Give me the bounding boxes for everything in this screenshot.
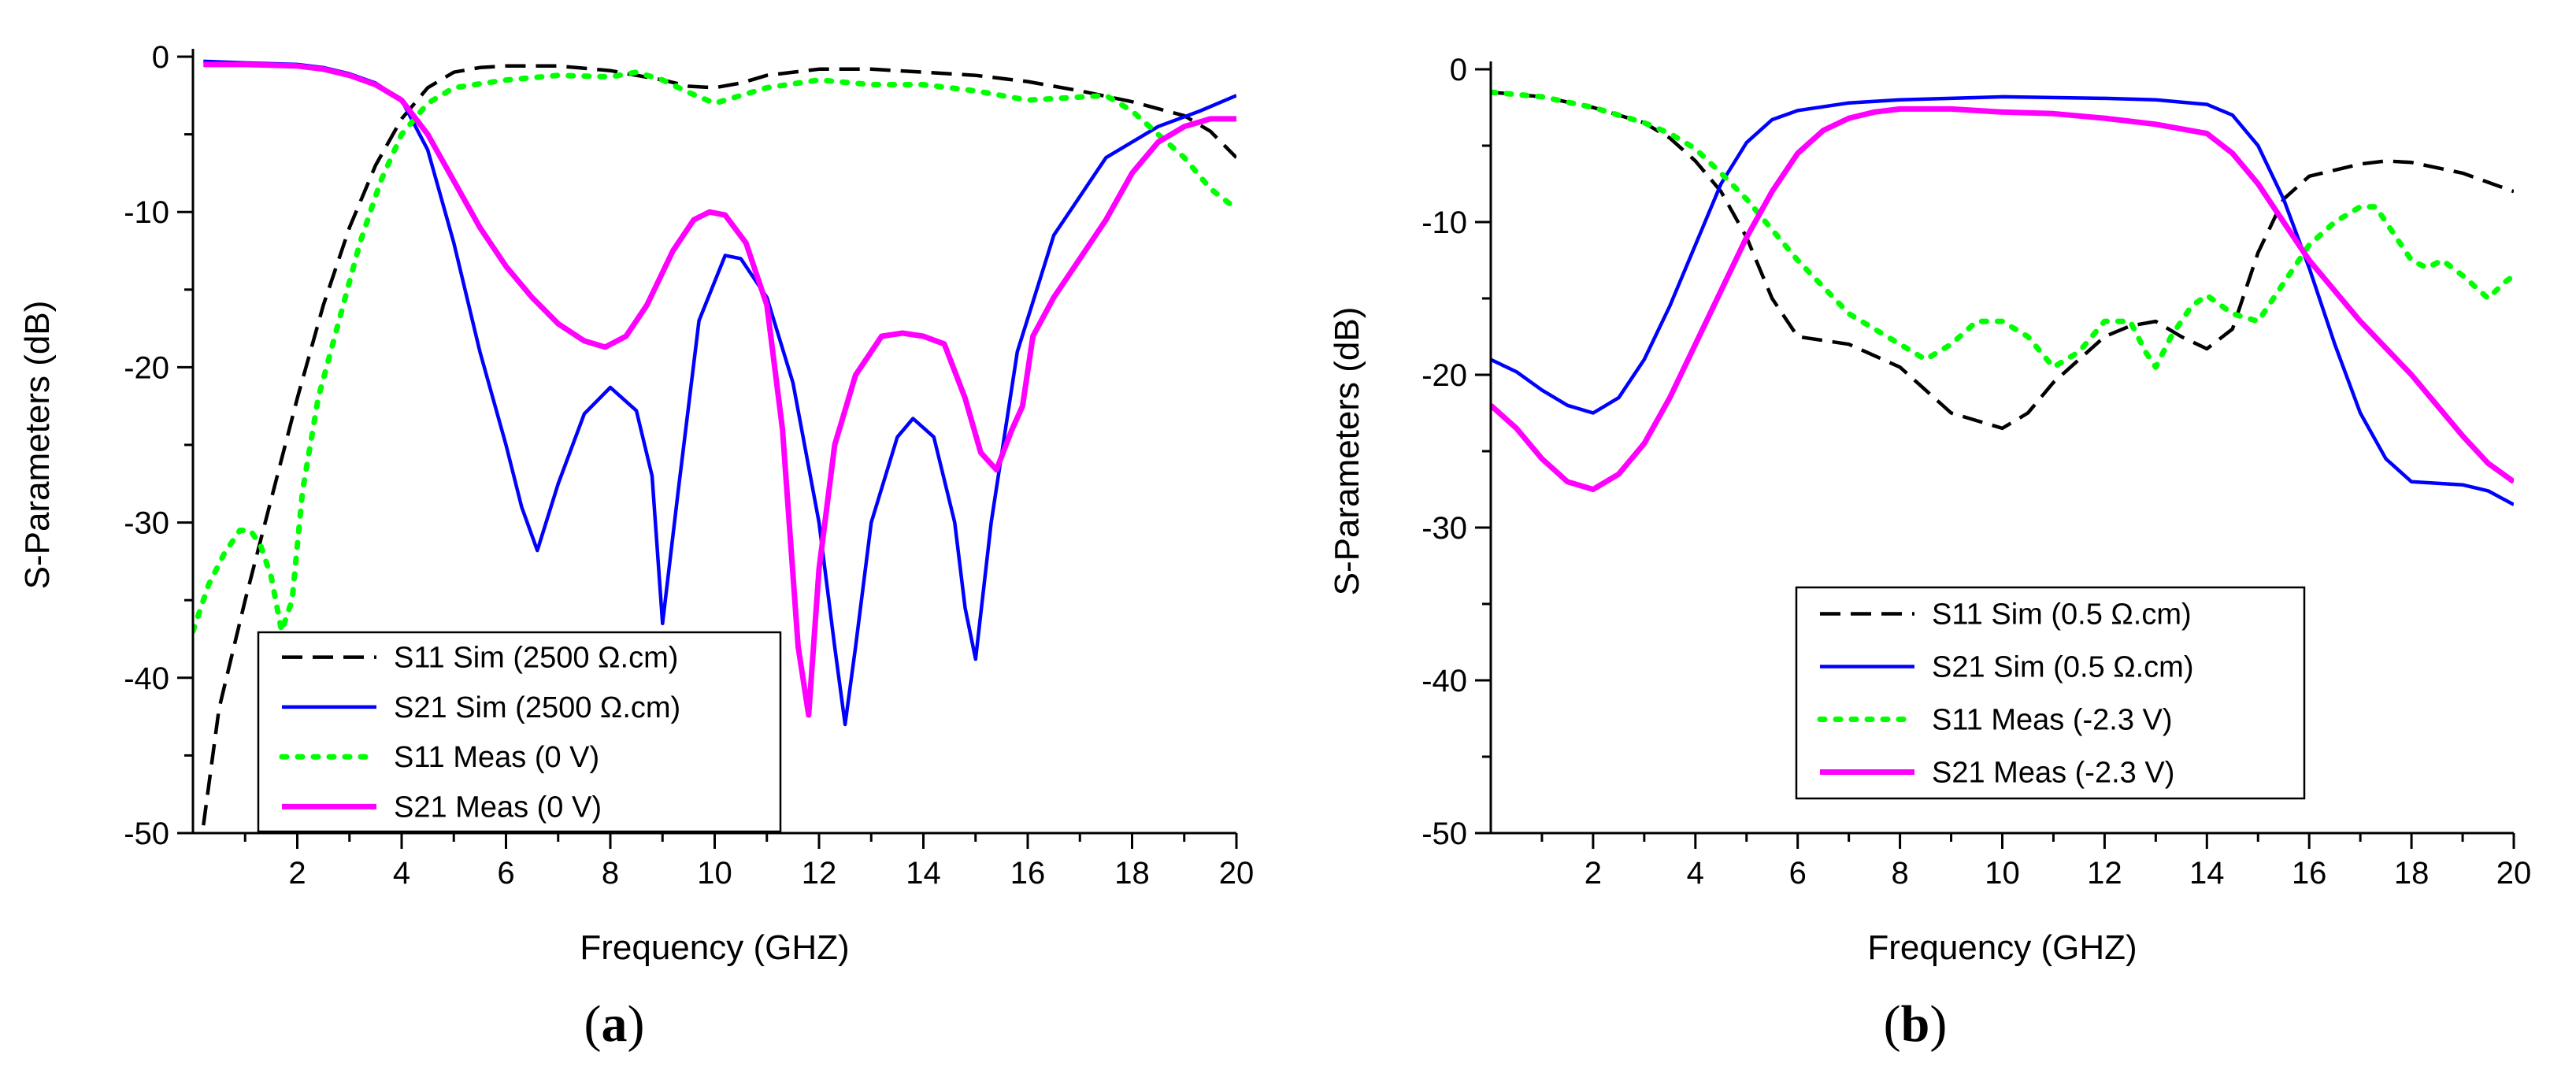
x-tick-label: 12 [802,856,837,891]
y-axis-title: S-Parameters (dB) [18,301,57,590]
y-tick-label: 0 [1450,53,1467,87]
y-tick-label: -10 [124,195,169,230]
series-line-0 [1491,90,2514,431]
y-tick-label: -20 [1421,358,1467,393]
series-line-3 [1491,106,2514,492]
x-axis-title: Frequency (GHZ) [580,928,849,967]
y-axis-title: S-Parameters (dB) [1328,307,1366,596]
legend-label-1: S21 Sim (0.5 Ω.cm) [1932,651,2193,684]
x-tick-label: 4 [393,856,410,891]
y-tick-label: -20 [124,350,169,385]
x-tick-label: 18 [2394,856,2430,891]
chart-panel-b: 0 -10 -20 -30 -40 -50 2 4 6 8 10 12 14 16 18 20 Frequenc… [1328,53,2531,1053]
x-tick-label: 2 [288,856,306,891]
legend-label-2: S11 Meas (-2.3 V) [1932,704,2173,737]
series-line-3 [203,61,1236,718]
x-tick-label: 20 [1219,856,1255,891]
x-axis-title: Frequency (GHZ) [1867,928,2137,967]
x-tick-label: 20 [2496,856,2532,891]
legend-label-3: S21 Meas (0 V) [394,791,602,824]
x-tick-label: 14 [906,856,941,891]
y-tick-label: -50 [124,817,169,851]
x-tick-label: 10 [697,856,732,891]
x-tick-label: 6 [1789,856,1807,891]
x-tick-label: 18 [1114,856,1150,891]
legend-label-3: S21 Meas (-2.3 V) [1932,757,2174,790]
legend-label-0: S11 Sim (0.5 Ω.cm) [1932,598,2192,632]
y-tick-label: -30 [124,506,169,541]
series-line-0 [202,64,1236,826]
x-tick-label: 8 [1891,856,1908,891]
series-line-2 [193,69,1236,635]
series-line-1 [1491,94,2514,506]
x-tick-label: 4 [1687,856,1704,891]
legend-box [257,631,782,833]
y-tick-label: -50 [1421,817,1467,851]
legend-box [1795,586,2306,800]
y-tick-label: -40 [1421,664,1467,698]
x-tick-label: 8 [602,856,619,891]
x-tick-label: 12 [2087,856,2122,891]
chart-panel-a: 0 -10 -20 -30 -40 -50 2 4 6 8 10 12 14 16 18 20 Frequenc… [18,40,1254,1053]
series-line-1 [203,59,1236,727]
series-line-2 [1491,89,2514,370]
x-tick-label: 14 [2189,856,2225,891]
x-tick-label: 10 [1985,856,2020,891]
y-tick-label: 0 [152,40,169,75]
y-tick-label: -40 [124,661,169,696]
legend-label-2: S11 Meas (0 V) [394,741,599,774]
x-tick-label: 16 [1010,856,1046,891]
panel-label: (b) [1884,995,1948,1053]
x-tick-label: 2 [1585,856,1602,891]
legend-label-0: S11 Sim (2500 Ω.cm) [394,642,678,675]
x-tick-label: 6 [497,856,514,891]
y-tick-label: -10 [1421,206,1467,240]
x-tick-label: 16 [2292,856,2327,891]
y-tick-label: -30 [1421,511,1467,546]
legend-label-1: S21 Sim (2500 Ω.cm) [394,691,680,724]
panel-label: (a) [584,995,645,1053]
